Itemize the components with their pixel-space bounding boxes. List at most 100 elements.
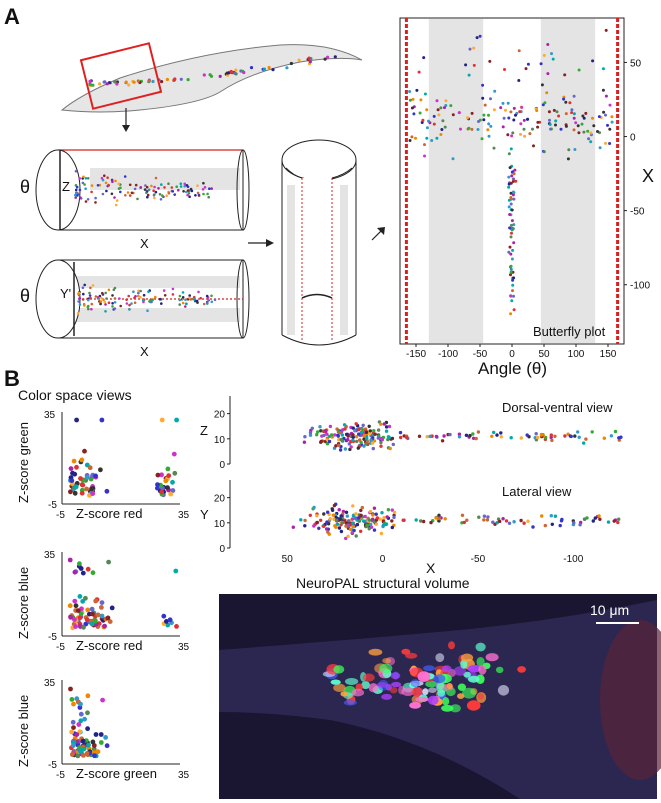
cylinder-neuron-dot [153, 196, 156, 200]
butterfly-point [602, 110, 606, 114]
projection-point [351, 514, 356, 518]
butterfly-point [581, 114, 585, 118]
microscopy-neuron [333, 683, 346, 692]
projection-point [312, 505, 316, 510]
projection-point [360, 505, 364, 510]
projection-xtick-label: 0 [380, 554, 386, 565]
color-space-point [88, 476, 94, 482]
worm-neuron-dot [262, 67, 266, 71]
projection-point [482, 518, 486, 522]
panel-letter-b: B [4, 366, 20, 391]
projection-ytick-label: 0 [219, 544, 225, 555]
projection-point [302, 440, 307, 444]
worm-neuron-dot [103, 80, 107, 84]
cylinder-neuron-dot [160, 302, 163, 305]
projection-point [339, 529, 344, 534]
color-space-xtick: 35 [178, 642, 190, 653]
cylinder-z-neurons [74, 169, 213, 207]
projection-point [385, 515, 389, 519]
projection-point [322, 512, 326, 516]
butterfly-point [509, 273, 512, 277]
projection-point [613, 429, 618, 434]
projection-point [399, 435, 403, 440]
butterfly-point [555, 110, 559, 114]
color-space-point [85, 710, 90, 716]
cylinder-neuron-dot [197, 193, 201, 197]
worm-neurons [88, 55, 337, 88]
microscopy-neuron [448, 641, 455, 650]
cylinder-y: θ Y' X [20, 259, 250, 359]
butterfly-point [422, 56, 426, 60]
projection-point [340, 433, 344, 437]
projection-point [322, 524, 326, 528]
butterfly-point [487, 122, 491, 126]
cylinder-neuron-dot [193, 295, 196, 299]
projection-point [609, 434, 614, 438]
butterfly-point [511, 283, 515, 287]
cylinder-neuron-dot [82, 175, 85, 179]
projection-point [504, 519, 509, 523]
butterfly-point [457, 111, 461, 115]
projection-point [344, 510, 349, 514]
butterfly-point [549, 127, 553, 131]
cylinder-neuron-dot [128, 303, 131, 307]
cylinder-neuron-dot [105, 189, 108, 193]
color-space-point [78, 711, 84, 717]
cylinder-y-far-end [236, 259, 250, 339]
butterfly-point [589, 140, 593, 144]
butterfly-point [601, 88, 605, 92]
butterfly-point [568, 101, 572, 105]
cylinder-neuron-dot [102, 298, 105, 302]
microscopy-neuron [457, 683, 466, 691]
cylinder-neuron-dot [160, 183, 163, 186]
microscopy-neuron [343, 699, 357, 706]
microscopy-neuron [428, 687, 437, 693]
cylinder-neuron-dot [84, 200, 88, 203]
cylinder-neuron-dot [150, 300, 153, 304]
projection-point [308, 433, 313, 437]
cylinder-neuron-dot [137, 289, 140, 293]
projection-point [351, 504, 355, 508]
cylinder-neuron-dot [117, 182, 121, 186]
color-space-plot: Z-score green Z-score red 35 -5-5 35 [16, 410, 190, 521]
butterfly-point [451, 157, 455, 161]
cylinder-neuron-dot [111, 294, 114, 297]
butterfly-point [510, 257, 514, 261]
cylinder-neuron-dot [177, 188, 180, 192]
butterfly-point [562, 97, 566, 101]
projection-point [351, 433, 355, 437]
butterfly-point [504, 108, 507, 112]
butterfly-point [408, 139, 412, 142]
worm-neuron-dot [271, 68, 275, 72]
worm-neuron-dot [105, 82, 109, 86]
butterfly-xtick-label: -100 [438, 349, 458, 360]
color-space-point [69, 697, 75, 702]
projection-point [354, 516, 358, 521]
projection-point [367, 424, 371, 428]
cylinder-neuron-dot [146, 195, 149, 199]
butterfly-point [509, 235, 513, 239]
butterfly-x-ticks: -150 -100 -50 0 50 100 150 [406, 344, 617, 360]
cylinder-neuron-dot [145, 185, 149, 189]
projection-point [379, 422, 383, 426]
cylinder-neuron-dot [210, 187, 213, 190]
butterfly-ytick-label: -50 [630, 207, 645, 218]
projection-point [346, 434, 350, 438]
projection-xtick-label: -100 [563, 554, 583, 565]
color-space-point [164, 619, 169, 624]
butterfly-point [580, 122, 584, 126]
butterfly-point [510, 299, 514, 303]
projection-point [344, 536, 348, 541]
cylinder-neuron-dot [94, 201, 97, 204]
butterfly-point [545, 91, 549, 95]
butterfly-title: Butterfly plot [533, 324, 606, 339]
microscopy-neuron [460, 653, 474, 663]
projection-point [303, 435, 307, 439]
butterfly-xtick-label: 100 [568, 349, 585, 360]
cylinder-neuron-dot [175, 185, 178, 188]
butterfly-point [488, 59, 492, 63]
butterfly-ytick-label: 0 [630, 133, 636, 144]
butterfly-point [499, 106, 503, 110]
color-space-point [77, 594, 83, 599]
cylinder-neuron-dot [188, 296, 191, 300]
